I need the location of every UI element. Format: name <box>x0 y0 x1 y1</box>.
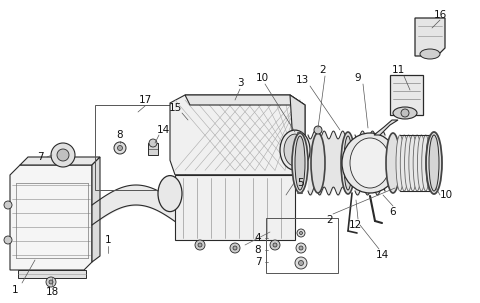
Circle shape <box>4 236 12 244</box>
Ellipse shape <box>280 130 310 170</box>
Text: 18: 18 <box>46 287 59 297</box>
Ellipse shape <box>386 133 400 193</box>
Circle shape <box>297 229 305 237</box>
Circle shape <box>273 243 277 247</box>
Text: 8: 8 <box>117 130 123 140</box>
Circle shape <box>299 261 303 265</box>
Ellipse shape <box>405 135 413 191</box>
Polygon shape <box>92 157 100 262</box>
Text: 3: 3 <box>237 78 243 88</box>
Text: 13: 13 <box>295 75 309 85</box>
Circle shape <box>270 240 280 250</box>
Ellipse shape <box>284 134 306 166</box>
Text: 14: 14 <box>375 250 389 260</box>
Circle shape <box>233 246 237 250</box>
Text: 11: 11 <box>391 65 405 75</box>
Ellipse shape <box>426 132 442 194</box>
Circle shape <box>114 142 126 154</box>
Bar <box>95 105 185 190</box>
Text: 15: 15 <box>168 103 181 113</box>
Circle shape <box>299 246 303 250</box>
Ellipse shape <box>295 136 305 190</box>
Circle shape <box>300 231 302 235</box>
Text: 7: 7 <box>255 257 261 267</box>
Circle shape <box>195 240 205 250</box>
Circle shape <box>295 257 307 269</box>
Circle shape <box>314 126 322 134</box>
Circle shape <box>49 280 53 284</box>
Text: 1: 1 <box>12 285 18 295</box>
Circle shape <box>51 143 75 167</box>
Ellipse shape <box>422 135 430 191</box>
Circle shape <box>46 277 56 287</box>
Ellipse shape <box>350 138 390 188</box>
Polygon shape <box>415 18 445 56</box>
Ellipse shape <box>429 135 439 191</box>
Polygon shape <box>170 95 305 175</box>
Polygon shape <box>290 95 305 175</box>
Text: 10: 10 <box>255 73 269 83</box>
Text: 5: 5 <box>297 178 303 188</box>
Ellipse shape <box>413 135 421 191</box>
Polygon shape <box>175 175 295 240</box>
Circle shape <box>296 243 306 253</box>
Circle shape <box>401 109 409 117</box>
Circle shape <box>57 149 69 161</box>
Circle shape <box>230 243 240 253</box>
Ellipse shape <box>292 133 308 193</box>
Text: 1: 1 <box>105 235 111 245</box>
Text: 16: 16 <box>433 10 446 20</box>
Ellipse shape <box>311 133 325 193</box>
Ellipse shape <box>396 135 404 191</box>
Text: 10: 10 <box>439 190 453 200</box>
Ellipse shape <box>426 135 434 191</box>
Text: 2: 2 <box>327 215 333 225</box>
Polygon shape <box>18 270 86 278</box>
Polygon shape <box>10 165 92 270</box>
Ellipse shape <box>400 135 408 191</box>
Ellipse shape <box>341 132 355 194</box>
Text: 17: 17 <box>138 95 152 105</box>
Ellipse shape <box>418 135 425 191</box>
Polygon shape <box>374 120 398 135</box>
Ellipse shape <box>409 135 417 191</box>
Circle shape <box>149 139 157 147</box>
Polygon shape <box>390 75 423 115</box>
Bar <box>266 218 338 273</box>
Ellipse shape <box>420 49 440 59</box>
Ellipse shape <box>342 133 398 193</box>
Polygon shape <box>148 143 158 155</box>
Ellipse shape <box>393 107 417 119</box>
Polygon shape <box>185 95 305 105</box>
Circle shape <box>198 243 202 247</box>
Text: 7: 7 <box>36 152 43 162</box>
Text: 14: 14 <box>156 125 169 135</box>
Text: 6: 6 <box>390 207 396 217</box>
Text: 2: 2 <box>320 65 326 75</box>
Text: 12: 12 <box>348 220 361 230</box>
Circle shape <box>118 145 122 151</box>
Polygon shape <box>20 157 100 165</box>
Text: 4: 4 <box>255 233 261 243</box>
Ellipse shape <box>344 136 352 190</box>
Text: 8: 8 <box>255 245 261 255</box>
Text: 9: 9 <box>355 73 361 83</box>
Circle shape <box>4 201 12 209</box>
Ellipse shape <box>158 176 182 211</box>
